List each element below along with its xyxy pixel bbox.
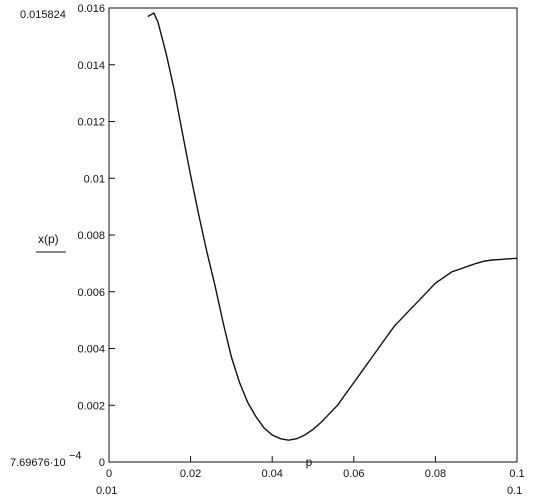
plot-frame: [109, 8, 517, 462]
y-min-label: 7.69676·10: [10, 457, 66, 469]
y-tick-label: 0.012: [77, 117, 105, 129]
x-axis-label: p: [306, 455, 313, 469]
x-tick-label: 0.08: [425, 468, 446, 480]
y-tick-label: 0.016: [77, 3, 105, 15]
y-tick-label: 0: [99, 457, 105, 469]
y-tick-label: 0.014: [77, 60, 105, 72]
x-min-label: 0.01: [96, 485, 117, 497]
y-tick-label: 0.002: [77, 400, 105, 412]
x-tick-label: 0.02: [180, 468, 201, 480]
y-tick-label: 0.006: [77, 287, 105, 299]
x-tick-label: 0: [106, 468, 112, 480]
y-tick-label: 0.008: [77, 230, 105, 242]
x-tick-label: 0.06: [343, 468, 364, 480]
x-tick-label: 0.04: [261, 468, 282, 480]
y-max-label: 0.015824: [20, 9, 66, 21]
x-axis-ticks: 0 0.02 0.04 0.06 0.08 0.1: [106, 456, 525, 480]
x-tick-label: 0.1: [509, 468, 524, 480]
y-tick-label: 0.01: [84, 173, 105, 185]
series-line: [148, 13, 517, 440]
y-tick-label: 0.004: [77, 344, 105, 356]
y-min-exponent: −4: [69, 450, 82, 462]
x-max-label: 0.1: [507, 485, 522, 497]
y-axis-label: x(p): [38, 232, 59, 246]
